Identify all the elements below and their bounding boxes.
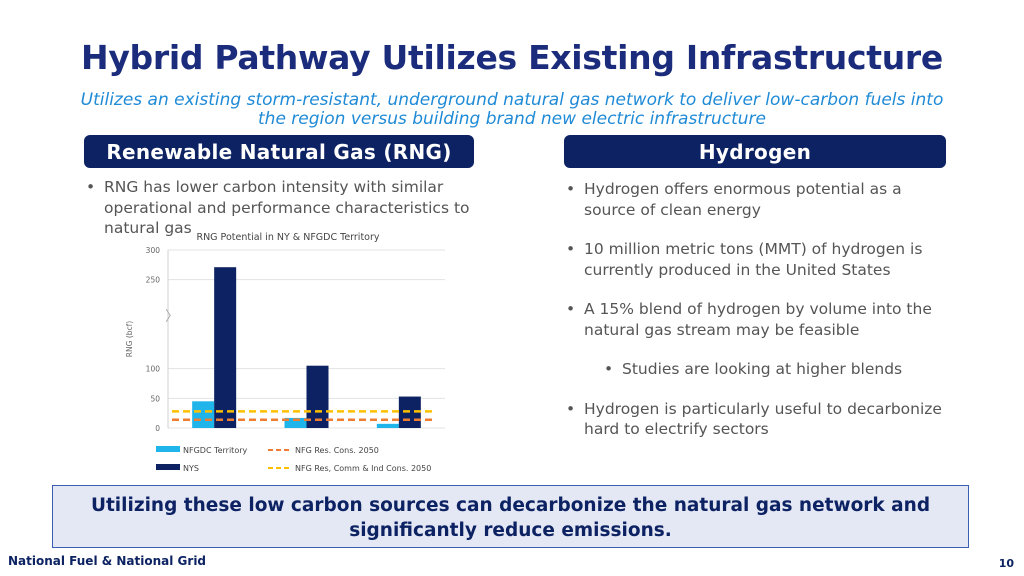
y-tick-label: 50: [150, 394, 160, 403]
y-tick-label: 0: [155, 424, 160, 433]
bar-nfgdc: [192, 401, 215, 428]
hydrogen-sub-bullet: Studies are looking at higher blends: [604, 359, 956, 380]
hydrogen-header: Hydrogen: [564, 135, 946, 168]
chart-title: RNG Potential in NY & NFGDC Territory: [196, 232, 379, 243]
slide-title: Hybrid Pathway Utilizes Existing Infrast…: [81, 38, 943, 77]
legend-label: NFGDC Territory: [183, 446, 248, 455]
hydrogen-bullet-list: Hydrogen offers enormous potential as a …: [566, 179, 956, 459]
legend-label: NFG Res. Cons. 2050: [295, 446, 379, 455]
page-number: 10: [998, 557, 1014, 570]
chevron-right-icon: 〉: [165, 309, 179, 325]
legend-label: NFG Res, Comm & Ind Cons. 2050: [295, 464, 431, 473]
y-tick-label: 250: [146, 276, 161, 285]
rng-bullet: RNG has lower carbon intensity with simi…: [86, 177, 516, 239]
banner-text: Utilizing these low carbon sources can d…: [90, 495, 931, 541]
bar-nfgdc: [376, 423, 399, 428]
hydrogen-bullet: Hydrogen offers enormous potential as a …: [566, 179, 956, 220]
y-axis-label: RNG (bcf): [125, 321, 134, 357]
slide-subtitle: Utilizes an existing storm-resistant, un…: [80, 90, 944, 129]
y-tick-label: 300: [146, 246, 161, 255]
y-tick-label: 100: [146, 365, 161, 374]
bar-nys: [214, 267, 237, 428]
rng-bullet-list: RNG has lower carbon intensity with simi…: [86, 177, 516, 239]
rng-header: Renewable Natural Gas (RNG): [84, 135, 474, 168]
legend-swatch: [156, 464, 180, 470]
rng-potential-chart: RNG Potential in NY & NFGDC Territory 0 50…: [125, 232, 445, 473]
conclusion-banner: Utilizing these low carbon sources can d…: [52, 485, 969, 548]
hydrogen-bullet: Hydrogen is particularly useful to decar…: [566, 399, 956, 440]
bar-nfgdc: [284, 417, 307, 428]
hydrogen-bullet: 10 million metric tons (MMT) of hydrogen…: [566, 239, 956, 280]
hydrogen-bullet: A 15% blend of hydrogen by volume into t…: [566, 299, 956, 340]
bar-nys: [306, 365, 329, 428]
footer-company: National Fuel & National Grid: [8, 554, 207, 568]
legend-label: NYS: [183, 464, 199, 473]
legend-swatch: [156, 446, 180, 452]
